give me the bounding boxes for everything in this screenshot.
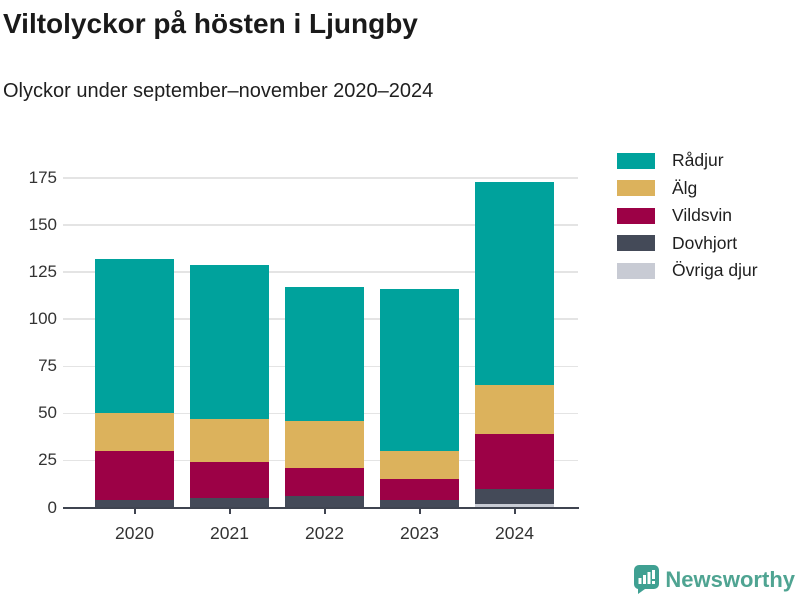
bar-segment--lg [190,419,269,463]
legend-label: Rådjur [672,150,724,170]
bar-segment--lg [95,413,174,451]
legend-swatch [617,262,655,279]
legend-label: Älg [672,177,698,198]
y-axis-tick-label: 25 [38,450,57,470]
legend-item: Älg [617,178,758,199]
bar-segment-dovhjort [190,498,269,508]
bar-segment--vriga-djur [475,503,554,508]
y-axis-tick-label: 175 [28,168,57,187]
x-axis-tick-label: 2024 [495,522,534,543]
legend-label: Övriga djur [672,260,758,280]
x-axis-line [63,506,579,509]
x-axis-tick [418,508,421,514]
branding: Newsworthy [634,565,795,594]
bar-segment-vildsvin [285,467,364,497]
legend-item: Vildsvin [617,205,758,226]
x-axis-tick [228,508,231,514]
bar-segment-vildsvin [475,434,554,489]
bar-segment-r-djur [190,264,269,419]
bar-segment-r-djur [380,289,459,451]
legend-swatch [617,235,655,251]
x-axis-tick-label: 2022 [305,522,344,543]
y-axis-tick-label: 125 [28,262,57,282]
bar-segment-vildsvin [190,462,269,499]
y-axis-tick-label: 0 [47,497,57,517]
legend-swatch [617,180,655,196]
y-axis-tick-label: 50 [38,403,57,423]
x-axis-tick-label: 2023 [400,522,439,543]
x-axis-tick [513,508,516,514]
bar-segment--lg [475,385,554,435]
bar-segment-vildsvin [380,479,459,500]
legend-swatch [617,152,655,169]
bar-segment-dovhjort [380,499,459,508]
bar-segment-vildsvin [95,451,174,500]
bar-segment--lg [285,420,364,468]
x-axis-tick [133,508,136,514]
y-axis-tick-label: 75 [38,356,57,376]
gridline [63,271,578,273]
gridline [63,224,578,226]
bar-segment-dovhjort [285,496,364,508]
chart-title: Viltolyckor på hösten i Ljungby [3,8,418,39]
legend-item: Övriga djur [617,260,758,281]
bar-segment--lg [380,451,459,480]
legend-label: Dovhjort [672,232,738,253]
legend-swatch [617,207,655,224]
legend-item: Dovhjort [617,233,758,254]
bar-segment-dovhjort [475,488,554,504]
newsworthy-logo-icon [634,565,660,594]
bar-segment-r-djur [285,287,364,421]
y-axis-tick-label: 100 [28,309,57,329]
legend-item: Rådjur [617,150,758,171]
newsworthy-logo-text: Newsworthy [665,566,795,592]
bar-segment-r-djur [95,258,174,414]
x-axis-tick [323,508,326,514]
y-axis-tick-label: 150 [28,215,57,235]
legend-label: Vildsvin [672,205,732,225]
bar-segment-dovhjort [95,499,174,508]
chart-subtitle: Olyckor under september–november 2020–20… [3,80,434,102]
gridline [63,177,578,179]
x-axis-tick-label: 2020 [115,522,154,543]
legend: Rådjur Älg Vildsvin Dovhjort Övriga djur [617,150,758,288]
x-axis-tick-label: 2021 [210,522,249,543]
bar-segment-r-djur [475,181,554,386]
